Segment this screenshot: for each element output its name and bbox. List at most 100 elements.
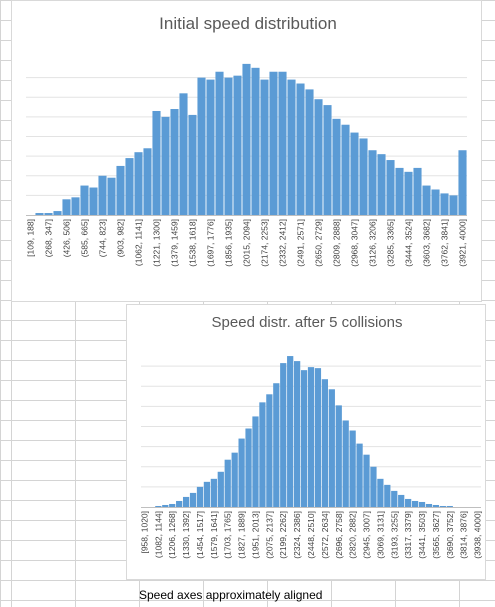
histogram-bar xyxy=(116,165,125,215)
x-tick-label: (1703, 1765] xyxy=(223,511,233,559)
x-tick-label: (2491, 2571] xyxy=(296,219,306,267)
histogram-bar xyxy=(368,150,377,215)
histogram-bar xyxy=(384,484,391,507)
x-tick-label: (2650, 2729] xyxy=(314,219,324,267)
histogram-bar xyxy=(305,89,314,215)
histogram-bar xyxy=(238,438,245,507)
x-tick-label: (3285, 3365] xyxy=(386,219,396,267)
histogram-bar xyxy=(440,193,449,215)
histogram-bar xyxy=(196,486,204,507)
histogram-bar xyxy=(169,503,176,507)
x-tick-label: [958, 1020] xyxy=(139,511,149,554)
x-tick-label: (2332, 2412] xyxy=(278,219,288,267)
histogram-bar xyxy=(188,114,197,215)
histogram-bar xyxy=(71,197,80,215)
x-tick-label: (2015, 2094] xyxy=(242,219,252,267)
after-collisions-chart-canvas: Speed distr. after 5 collisions [958, 10… xyxy=(139,314,482,559)
x-tick-label: (3193, 3255] xyxy=(389,511,399,559)
initial-speed-chart-canvas: Initial speed distribution [109, 188] (26… xyxy=(26,14,468,267)
x-tick-label: (3317, 3379] xyxy=(403,511,413,559)
x-tick-label: (2696, 2758] xyxy=(334,511,344,559)
histogram-bar xyxy=(342,420,349,507)
histogram-bar xyxy=(80,185,89,215)
histogram-bar xyxy=(307,367,315,507)
x-tick-label: (1379, 1459] xyxy=(170,219,180,267)
x-tick-label: (2945, 3007] xyxy=(362,511,372,559)
histogram-bar xyxy=(224,77,233,215)
histogram-bar xyxy=(170,109,179,215)
x-tick-label: (2075, 2137] xyxy=(264,511,274,559)
histogram-bar xyxy=(206,79,215,216)
x-tick-label: (1330, 1392] xyxy=(181,511,191,559)
histogram-bar xyxy=(328,389,335,507)
histogram-bar xyxy=(98,175,107,215)
x-tick-label: (744, 823] xyxy=(98,219,108,257)
histogram-bar xyxy=(446,505,453,507)
histogram-bar xyxy=(341,124,350,215)
histogram-bar xyxy=(189,492,197,507)
histogram-bar xyxy=(44,213,53,215)
histogram-bar xyxy=(296,83,305,215)
chart-title: Initial speed distribution xyxy=(159,14,337,33)
x-tick-label: (268, 347] xyxy=(44,219,54,257)
histogram-bar xyxy=(422,185,431,215)
histogram-bar xyxy=(245,428,252,507)
x-tick-label: (3814, 3876] xyxy=(459,511,469,559)
x-tick-label: (3441, 3503] xyxy=(417,511,427,559)
histogram-bar xyxy=(266,394,273,507)
initial-speed-chart[interactable]: Initial speed distribution [109, 188] (26… xyxy=(11,0,482,302)
x-tick-label: (3069, 3131] xyxy=(375,511,385,559)
histogram-bar xyxy=(143,148,152,215)
histogram-bar xyxy=(449,195,458,215)
histogram-bar xyxy=(161,116,170,215)
histogram-bar xyxy=(405,498,412,507)
x-tick-label: (3603, 3682] xyxy=(422,219,432,267)
x-tick-label: (585, 665] xyxy=(80,219,90,257)
x-tick-label: (3444, 3524] xyxy=(404,219,414,267)
histogram-bar xyxy=(287,79,296,216)
histogram-bar xyxy=(398,494,405,507)
histogram-bar xyxy=(458,150,467,215)
histogram-bar xyxy=(162,504,169,507)
histogram-bar xyxy=(323,105,332,215)
histogram-bar xyxy=(252,416,259,507)
histogram-bar xyxy=(314,99,323,215)
histogram-bar xyxy=(53,211,62,215)
histogram-bar xyxy=(251,67,260,215)
histogram-bar xyxy=(134,152,143,215)
x-tick-label: (1082, 1144] xyxy=(153,511,163,558)
histogram-bar xyxy=(155,505,162,507)
histogram-bar xyxy=(287,356,294,507)
x-tick-label: (2324, 2386] xyxy=(292,511,302,559)
histogram-bar xyxy=(182,496,190,507)
histogram-bar xyxy=(404,171,413,215)
histogram-bar xyxy=(35,213,44,215)
histogram-bar xyxy=(259,402,266,507)
histogram-bar xyxy=(215,71,224,215)
histogram-bar xyxy=(335,405,342,507)
x-tick-label: (3762, 3841] xyxy=(440,219,450,267)
histogram-bar xyxy=(107,177,116,215)
histogram-bar xyxy=(152,110,161,215)
histogram-bar xyxy=(217,471,224,507)
histogram-bar xyxy=(242,63,251,216)
histogram-bar xyxy=(432,504,440,507)
after-collisions-chart[interactable]: Speed distr. after 5 collisions [958, 10… xyxy=(126,304,486,580)
histogram-bar xyxy=(231,452,238,507)
histogram-bar xyxy=(233,75,242,215)
histogram-bar xyxy=(314,368,322,507)
x-tick-label: (2448, 2510] xyxy=(306,511,316,559)
histogram-bar xyxy=(278,71,287,215)
histogram-bar xyxy=(197,77,206,215)
histogram-bar xyxy=(179,93,188,215)
histogram-bar xyxy=(294,361,301,507)
x-tick-label: (1827, 1889] xyxy=(237,511,247,559)
histogram-bar xyxy=(386,160,395,215)
histogram-bar xyxy=(273,383,280,507)
histogram-bar xyxy=(260,79,269,216)
histogram-bar xyxy=(359,138,368,215)
x-tick-label: (1856, 1935] xyxy=(224,219,234,267)
histogram-bar xyxy=(89,187,98,215)
histogram-bar xyxy=(280,363,287,507)
x-tick-label: (903, 982] xyxy=(116,219,126,257)
